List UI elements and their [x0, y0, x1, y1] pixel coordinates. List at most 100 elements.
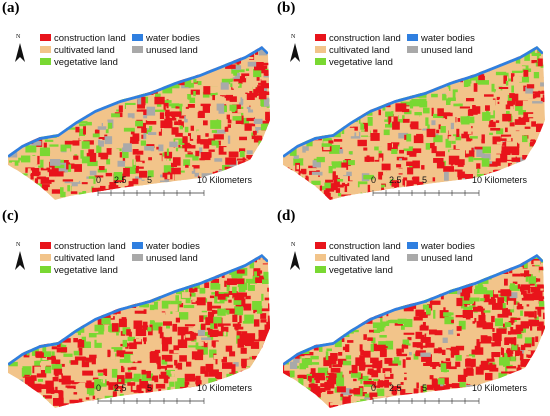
legend-label: construction land: [54, 241, 126, 252]
legend-swatch: [40, 241, 51, 249]
scale-label: 10 Kilometers: [197, 383, 253, 393]
scale-bar: [97, 398, 205, 404]
legend-swatch: [315, 33, 326, 41]
legend-item-vegetative: vegetative land: [315, 265, 393, 277]
legend-swatch: [315, 253, 326, 261]
legend-swatch: [132, 241, 143, 249]
legend-item-cultivated: cultivated land: [40, 253, 115, 265]
legend-item-unused: unused land: [407, 45, 473, 57]
north-label: N: [291, 242, 296, 248]
scale-label: 2.5: [114, 175, 127, 185]
legend-swatch: [132, 253, 143, 261]
legend-item-cultivated: cultivated land: [315, 45, 390, 57]
legend-label: cultivated land: [54, 253, 115, 264]
legend-item-water: water bodies: [407, 33, 475, 45]
legend-label: water bodies: [421, 33, 475, 44]
scale-label: 2.5: [389, 175, 402, 185]
legend-label: cultivated land: [329, 253, 390, 264]
legend-swatch: [40, 45, 51, 53]
scale-label: 2.5: [114, 383, 127, 393]
legend-swatch: [407, 33, 418, 41]
legend-label: water bodies: [146, 33, 200, 44]
legend-label: vegetative land: [329, 265, 393, 276]
legend-swatch: [407, 253, 418, 261]
legend-item-construction: construction land: [40, 241, 126, 253]
river: [283, 46, 545, 158]
legend-label: vegetative land: [329, 57, 393, 68]
legend-label: vegetative land: [54, 57, 118, 68]
legend-swatch: [407, 45, 418, 53]
legend-swatch: [40, 265, 51, 273]
north-arrow-icon: N: [288, 34, 302, 64]
legend-label: vegetative land: [54, 265, 118, 276]
land-use-map: [283, 254, 545, 408]
legend-item-water: water bodies: [132, 241, 200, 253]
north-arrow-icon: N: [13, 242, 27, 272]
north-arrow-icon: N: [13, 34, 27, 64]
north-label: N: [16, 34, 21, 40]
legend-item-vegetative: vegetative land: [40, 265, 118, 277]
north-label: N: [291, 34, 296, 40]
scale-label: 0: [371, 383, 377, 393]
panel-label: (b): [277, 0, 296, 16]
scale-label: 5: [422, 383, 428, 393]
land-use-map: [8, 46, 270, 200]
legend-item-vegetative: vegetative land: [315, 57, 393, 69]
legend-item-construction: construction land: [315, 33, 401, 45]
legend-swatch: [40, 33, 51, 41]
river: [283, 254, 545, 366]
legend-item-cultivated: cultivated land: [315, 253, 390, 265]
scale-bar: [372, 398, 480, 404]
legend-item-cultivated: cultivated land: [40, 45, 115, 57]
legend-label: construction land: [329, 241, 401, 252]
river: [8, 46, 270, 158]
scale-bar: [97, 190, 205, 196]
panel-label: (c): [2, 208, 19, 224]
legend-label: construction land: [54, 33, 126, 44]
land-use-map: [283, 46, 545, 200]
scale-label: 2.5: [389, 383, 402, 393]
legend-label: water bodies: [421, 241, 475, 252]
legend-item-unused: unused land: [132, 45, 198, 57]
river: [8, 254, 270, 366]
scale-label: 10 Kilometers: [472, 175, 528, 185]
legend-label: water bodies: [146, 241, 200, 252]
scale-label: 10 Kilometers: [197, 175, 253, 185]
legend-label: unused land: [421, 253, 473, 264]
legend-item-construction: construction land: [40, 33, 126, 45]
legend-item-construction: construction land: [315, 241, 401, 253]
scale-label: 5: [147, 383, 153, 393]
legend-item-unused: unused land: [132, 253, 198, 265]
legend-label: unused land: [421, 45, 473, 56]
legend-label: cultivated land: [54, 45, 115, 56]
legend-label: unused land: [146, 253, 198, 264]
legend-swatch: [40, 253, 51, 261]
legend-swatch: [315, 265, 326, 273]
scale-label: 0: [371, 175, 377, 185]
legend-item-water: water bodies: [407, 241, 475, 253]
panel-label: (a): [2, 0, 20, 16]
legend-item-vegetative: vegetative land: [40, 57, 118, 69]
legend-swatch: [407, 241, 418, 249]
north-arrow-icon: N: [288, 242, 302, 272]
legend-swatch: [40, 57, 51, 65]
legend-item-water: water bodies: [132, 33, 200, 45]
panel-label: (d): [277, 208, 296, 224]
legend-swatch: [315, 241, 326, 249]
scale-bar: [372, 190, 480, 196]
scale-label: 5: [147, 175, 153, 185]
land-use-map: [8, 254, 270, 408]
legend-swatch: [132, 45, 143, 53]
scale-label: 0: [96, 383, 102, 393]
legend-swatch: [132, 33, 143, 41]
legend-swatch: [315, 45, 326, 53]
north-label: N: [16, 242, 21, 248]
scale-label: 0: [96, 175, 102, 185]
legend-swatch: [315, 57, 326, 65]
legend-label: cultivated land: [329, 45, 390, 56]
legend-label: construction land: [329, 33, 401, 44]
